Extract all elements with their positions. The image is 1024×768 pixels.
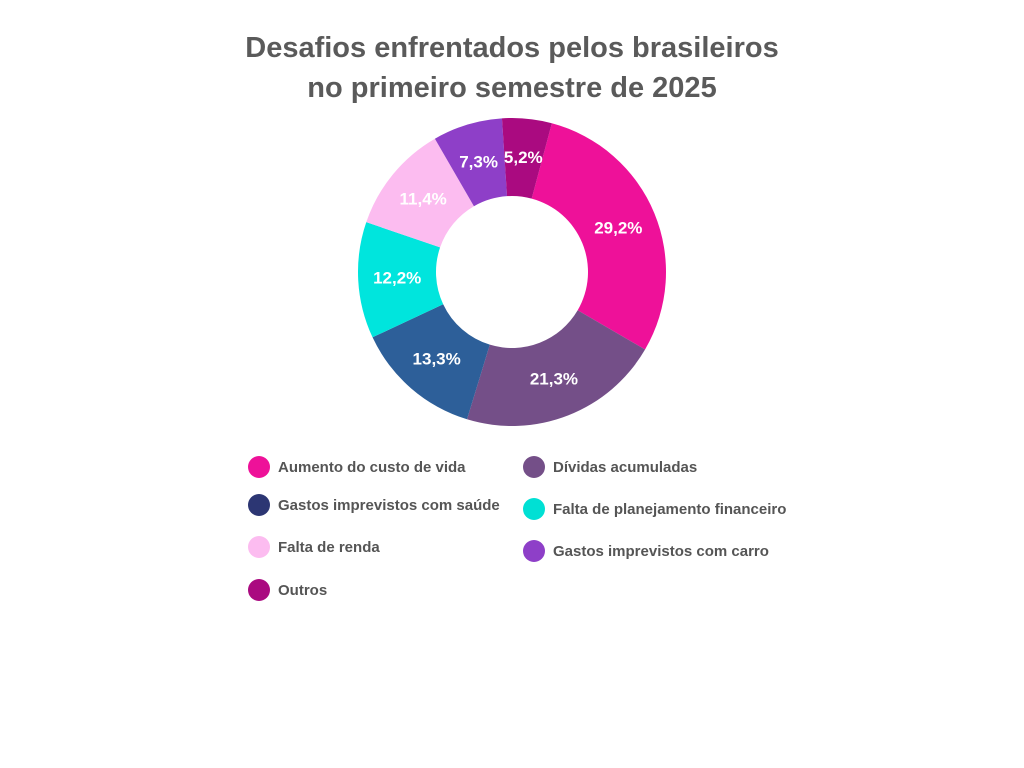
legend-swatch-7: [248, 579, 270, 601]
slice-label-1: 29,2%: [594, 219, 642, 238]
donut-slices: [357, 117, 666, 427]
legend-item-6: Gastos imprevistos com carro: [523, 540, 769, 562]
donut-slice-3: [372, 304, 490, 420]
legend-item-7: Outros: [248, 579, 327, 601]
donut-slice-4: [357, 222, 444, 338]
slice-label-2: 21,3%: [530, 370, 578, 389]
legend-label-2: Dívidas acumuladas: [553, 458, 698, 476]
legend-swatch-3: [248, 494, 270, 516]
legend-label-5: Falta de renda: [278, 538, 380, 556]
legend-label-6: Gastos imprevistos com carro: [553, 542, 769, 560]
slice-label-3: 13,3%: [413, 349, 461, 368]
slice-label-7: 5,2%: [504, 148, 543, 167]
donut-slice-7: [501, 117, 552, 199]
legend-item-3: Gastos imprevistos com saúde: [248, 494, 500, 516]
legend-swatch-2: [523, 456, 545, 478]
slice-label-5: 11,4%: [400, 189, 447, 208]
donut-slice-2: [467, 310, 646, 427]
donut-slice-1: [531, 123, 666, 350]
chart-title: Desafios enfrentados pelos brasileiros n…: [0, 28, 1024, 108]
legend-item-1: Aumento do custo de vida: [248, 456, 466, 478]
chart-title-line-2: no primeiro semestre de 2025: [307, 72, 717, 104]
donut-slice-5: [366, 138, 474, 248]
legend-label-3: Gastos imprevistos com saúde: [278, 496, 500, 514]
chart-title-line-1: Desafios enfrentados pelos brasileiros: [245, 32, 779, 64]
legend-swatch-1: [248, 456, 270, 478]
legend-label-7: Outros: [278, 581, 328, 599]
legend-item-4: Falta de planejamento financeiro: [523, 498, 786, 520]
legend-swatch-4: [523, 498, 545, 520]
legend-label-4: Falta de planejamento financeiro: [553, 500, 787, 518]
legend-swatch-6: [523, 540, 545, 562]
legend: Aumento do custo de vida Dívidas acumulad…: [248, 452, 848, 612]
slice-label-4: 12,2%: [373, 269, 421, 288]
legend-swatch-5: [248, 536, 270, 558]
legend-item-2: Dívidas acumuladas: [523, 456, 697, 478]
legend-item-5: Falta de renda: [248, 536, 380, 558]
donut-slice-6: [434, 118, 508, 207]
donut-labels: 29,2% 21,3% 13,3% 12,2% 11,4% 7,3% 5,2%: [373, 148, 642, 389]
slice-label-6: 7,3%: [459, 152, 498, 171]
legend-label-1: Aumento do custo de vida: [278, 458, 466, 476]
